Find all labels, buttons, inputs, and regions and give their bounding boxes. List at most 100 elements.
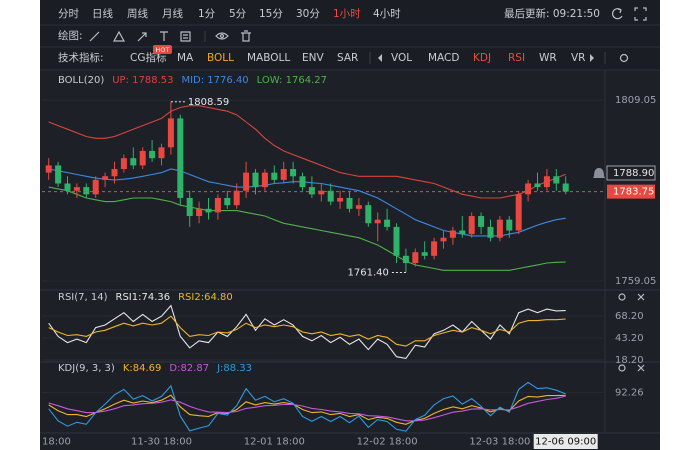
candle-body bbox=[167, 118, 174, 148]
current-price-box bbox=[607, 184, 655, 199]
candle-body bbox=[487, 226, 494, 238]
hot-badge bbox=[153, 45, 172, 54]
indicator-line bbox=[48, 168, 566, 237]
y-tick-label: 68.20 bbox=[615, 311, 644, 322]
period-button[interactable]: 30分 bbox=[296, 8, 320, 20]
panel-settings[interactable] bbox=[618, 364, 626, 372]
indicator-button[interactable]: ENV bbox=[302, 52, 324, 64]
candle-body bbox=[308, 187, 315, 195]
legend-entry: J:88.33 bbox=[216, 363, 252, 374]
legend-entry: MID: 1776.40 bbox=[181, 75, 248, 86]
candle-body bbox=[224, 197, 231, 206]
candle-body bbox=[515, 194, 522, 231]
x-tick-label: 18:00 bbox=[42, 437, 71, 448]
indicator-button[interactable]: SAR bbox=[337, 52, 358, 64]
period-button-active[interactable]: 1小时 bbox=[333, 8, 361, 20]
x-tick-label: 12-06 09:00 bbox=[535, 437, 596, 448]
indicator-button[interactable]: VOL bbox=[391, 52, 412, 64]
candle-body bbox=[73, 187, 80, 191]
indicator-button-active[interactable]: KDJ bbox=[473, 52, 491, 64]
period-button[interactable]: 4小时 bbox=[373, 8, 401, 20]
candle-body bbox=[384, 219, 391, 227]
candle-body bbox=[543, 176, 550, 188]
delete-icon[interactable] bbox=[241, 30, 251, 42]
panel-close[interactable] bbox=[637, 293, 645, 301]
indicator-line bbox=[48, 105, 566, 199]
indicator-title: KDJ(9, 3, 3) bbox=[58, 363, 115, 374]
triangle-tool[interactable] bbox=[112, 30, 126, 42]
scroll-right[interactable] bbox=[590, 54, 594, 62]
candle-body bbox=[177, 118, 184, 198]
panel-settings[interactable] bbox=[618, 293, 626, 301]
crosshair-time-box bbox=[533, 434, 598, 449]
legend-entry: RSI1:74.36 bbox=[116, 292, 171, 303]
legend-entry: D:82.87 bbox=[169, 363, 209, 374]
indicator-line bbox=[48, 186, 566, 271]
extreme-label: 1761.40 bbox=[348, 267, 389, 278]
indicator-button[interactable]: WR bbox=[539, 52, 557, 64]
alert-price-label: 1788.90 bbox=[613, 168, 654, 179]
legend-entry: K:84.69 bbox=[123, 363, 162, 374]
indicator-button[interactable]: MABOLL bbox=[247, 52, 290, 64]
panel-close[interactable] bbox=[637, 364, 645, 372]
candle-body bbox=[45, 165, 52, 173]
candle-body bbox=[149, 150, 156, 159]
candle-body bbox=[506, 219, 513, 231]
x-tick-label: 12-02 18:00 bbox=[357, 437, 418, 448]
period-button[interactable]: 1分 bbox=[198, 8, 216, 20]
scroll-left[interactable] bbox=[378, 54, 382, 62]
fullscreen-icon[interactable] bbox=[634, 7, 647, 21]
period-button[interactable]: 5分 bbox=[229, 8, 247, 20]
indicator-title: RSI(7, 14) bbox=[58, 292, 108, 303]
candle-body bbox=[327, 190, 334, 202]
period-button[interactable]: 日线 bbox=[92, 7, 113, 20]
candle-body bbox=[553, 176, 560, 184]
indicator-button[interactable]: CG指标 bbox=[130, 51, 167, 64]
period-button[interactable]: 周线 bbox=[127, 7, 148, 20]
y-tick-label: 43.20 bbox=[615, 333, 644, 344]
indicator-button[interactable]: MACD bbox=[428, 52, 459, 64]
candle-body bbox=[393, 226, 400, 256]
candle-body bbox=[374, 219, 381, 224]
arrow-tool[interactable] bbox=[137, 32, 147, 42]
candle-body bbox=[468, 216, 475, 235]
draw-label: 绘图: bbox=[58, 29, 83, 42]
fib-tool[interactable] bbox=[180, 31, 191, 42]
candle-body bbox=[214, 197, 221, 213]
indicator-line bbox=[48, 304, 566, 360]
indicator-button-active[interactable]: RSI bbox=[508, 52, 525, 64]
refresh-icon[interactable] bbox=[612, 8, 623, 20]
extreme-label: 1808.59 bbox=[188, 97, 229, 108]
indicator-line bbox=[48, 315, 566, 347]
candle-body bbox=[459, 230, 466, 235]
settings-icon[interactable] bbox=[619, 53, 629, 63]
alert-price-box bbox=[606, 165, 656, 181]
text-tool[interactable] bbox=[160, 31, 168, 41]
candle-body bbox=[111, 169, 118, 177]
indicator-line bbox=[48, 394, 566, 425]
indicator-title: BOLL(20) bbox=[58, 75, 104, 86]
indicator-button[interactable]: MA bbox=[177, 52, 194, 64]
candle-body bbox=[431, 241, 438, 256]
legend-entry: RSI2:64.80 bbox=[178, 292, 233, 303]
candle-body bbox=[525, 183, 532, 195]
candle-body bbox=[318, 190, 325, 195]
line-tool[interactable] bbox=[89, 31, 100, 42]
period-button[interactable]: 分时 bbox=[58, 8, 79, 20]
candle-body bbox=[534, 183, 541, 188]
indicator-button[interactable]: VR bbox=[571, 52, 585, 64]
candle-body bbox=[290, 169, 297, 177]
y-tick-label: 18.20 bbox=[615, 355, 644, 366]
period-button[interactable]: 15分 bbox=[259, 8, 283, 20]
alert-bell[interactable] bbox=[593, 168, 605, 178]
period-button[interactable]: 月线 bbox=[162, 7, 183, 20]
candle-body bbox=[271, 172, 278, 180]
candle-body bbox=[64, 183, 71, 191]
candle-body bbox=[139, 150, 146, 166]
x-tick-label: 12-03 18:00 bbox=[469, 437, 530, 448]
candle-body bbox=[421, 252, 428, 256]
candle-body bbox=[92, 179, 99, 195]
visibility-icon[interactable] bbox=[215, 32, 229, 40]
app-background bbox=[40, 0, 660, 450]
indicator-button-active[interactable]: BOLL bbox=[207, 52, 234, 64]
